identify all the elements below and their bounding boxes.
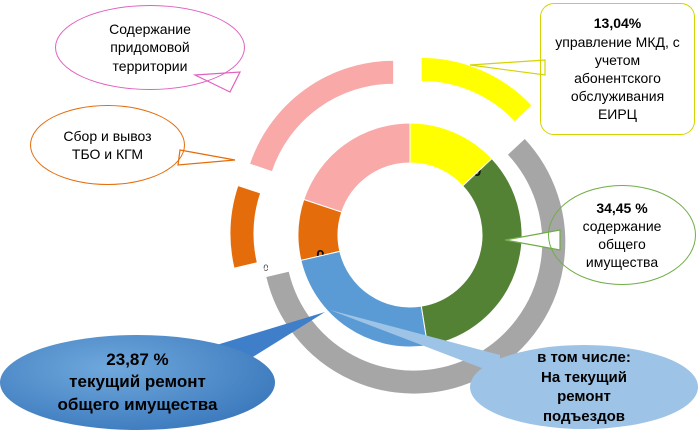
- segment: [420, 157, 523, 347]
- callout: Сбор и вывоз ТБО и КГМ: [30, 105, 185, 185]
- segment: [248, 59, 395, 173]
- callout-text: Сбор и вывоз ТБО и КГМ: [63, 127, 152, 162]
- segment: [303, 122, 411, 213]
- tail: [330, 310, 500, 375]
- segment: [409, 122, 493, 187]
- callout: 34,45 % содержание общего имущества: [548, 185, 696, 285]
- value-label: 0: [316, 247, 324, 264]
- callout-text: На текущий ремонт подъездов: [541, 368, 627, 425]
- value-label: 0: [263, 263, 268, 273]
- segment: [300, 250, 429, 348]
- callout-text: управление МКД, с учетом абонентского об…: [555, 33, 680, 123]
- callout-percent: 23,87 %: [106, 350, 169, 370]
- callout: 13,04% управление МКД, с учетом абонентс…: [540, 3, 695, 135]
- segment: [420, 56, 533, 123]
- callout: 23,87 % текущий ремонт общего имущества: [0, 335, 275, 430]
- callout-intro: в том числе:: [537, 349, 631, 366]
- callout: Содержание придомовой территории: [55, 5, 245, 90]
- segment: [265, 137, 567, 395]
- callout: в том числе: На текущий ремонт подъездов: [470, 345, 698, 429]
- segment: [297, 198, 343, 262]
- callout-text: текущий ремонт общего имущества: [57, 372, 218, 414]
- segment: [229, 184, 262, 269]
- callout-text: Содержание придомовой территории: [109, 21, 191, 74]
- tail: [469, 59, 546, 76]
- callout-percent: 34,45 %: [596, 199, 648, 216]
- tail: [177, 149, 236, 166]
- callout-text: содержание общего имущества: [582, 217, 662, 271]
- callout-percent: 13,04%: [593, 15, 642, 32]
